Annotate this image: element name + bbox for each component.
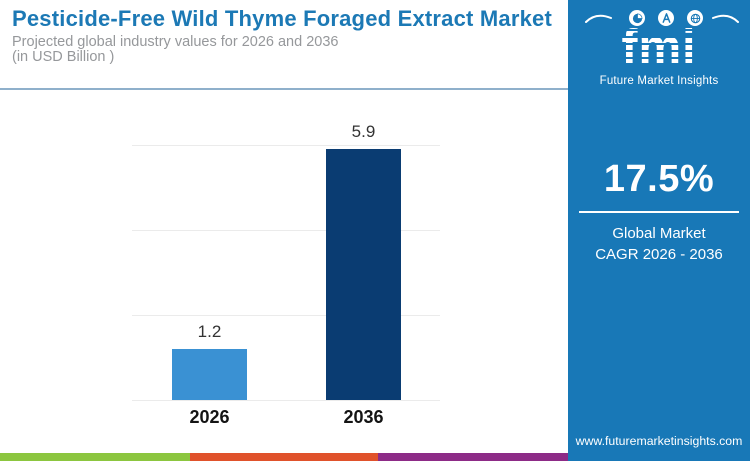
bar-group-2026: 1.2 2026 — [172, 145, 247, 427]
stat-divider — [579, 211, 739, 213]
bar-value-label: 1.2 — [197, 322, 222, 341]
cagr-label-line-1: Global Market — [612, 225, 706, 242]
cagr-label-line-2: CAGR 2026 - 2036 — [595, 246, 723, 263]
gridline — [132, 230, 440, 231]
x-axis-baseline — [132, 400, 440, 401]
cagr-value: 17.5% — [603, 158, 715, 200]
header: Pesticide-Free Wild Thyme Foraged Extrac… — [12, 6, 557, 66]
fmi-wordmark: fmi — [621, 21, 697, 74]
bar-2036 — [326, 149, 401, 400]
strip-segment-purple — [378, 453, 568, 461]
subtitle-line-2: (in USD Billion ) — [12, 49, 115, 66]
page-title: Pesticide-Free Wild Thyme Foraged Extrac… — [12, 6, 553, 31]
logo-swoosh-left — [585, 14, 612, 23]
gridline — [132, 145, 440, 146]
plot-area: 1.2 2026 5.9 2036 — [132, 122, 440, 427]
logo-swoosh-right — [712, 14, 739, 23]
logo-icon-row — [568, 8, 750, 28]
fmi-logo: fmi Future Market Insights — [568, 8, 750, 87]
compass-icon — [658, 10, 674, 26]
website-link[interactable]: www.futuremarketinsights.com — [575, 434, 743, 448]
bar-group-2036: 5.9 2036 — [326, 122, 401, 427]
strip-segment-green — [0, 453, 190, 461]
bar-2026 — [172, 349, 247, 400]
chart-subtitle: Projected global industry values for 202… — [12, 33, 557, 66]
gridline — [132, 315, 440, 316]
x-tick-label: 2036 — [343, 407, 384, 427]
subtitle-line-1: Projected global industry values for 202… — [12, 33, 339, 50]
strip-segment-orange — [190, 453, 378, 461]
cagr-stat: 17.5% Global Market CAGR 2026 - 2036 — [568, 158, 750, 265]
pie-chart-icon — [629, 10, 645, 26]
header-divider — [0, 88, 568, 90]
brand-panel: fmi Future Market Insights 17.5% Global … — [568, 0, 750, 461]
x-tick-label: 2026 — [189, 407, 230, 427]
fmi-logo-text: fmi — [621, 21, 697, 74]
cagr-label: Global Market CAGR 2026 - 2036 — [568, 223, 750, 265]
bottom-accent-strip — [0, 453, 568, 461]
logo-tagline: Future Market Insights — [599, 75, 719, 87]
bar-value-label: 5.9 — [351, 122, 376, 141]
globe-icon — [687, 10, 703, 26]
